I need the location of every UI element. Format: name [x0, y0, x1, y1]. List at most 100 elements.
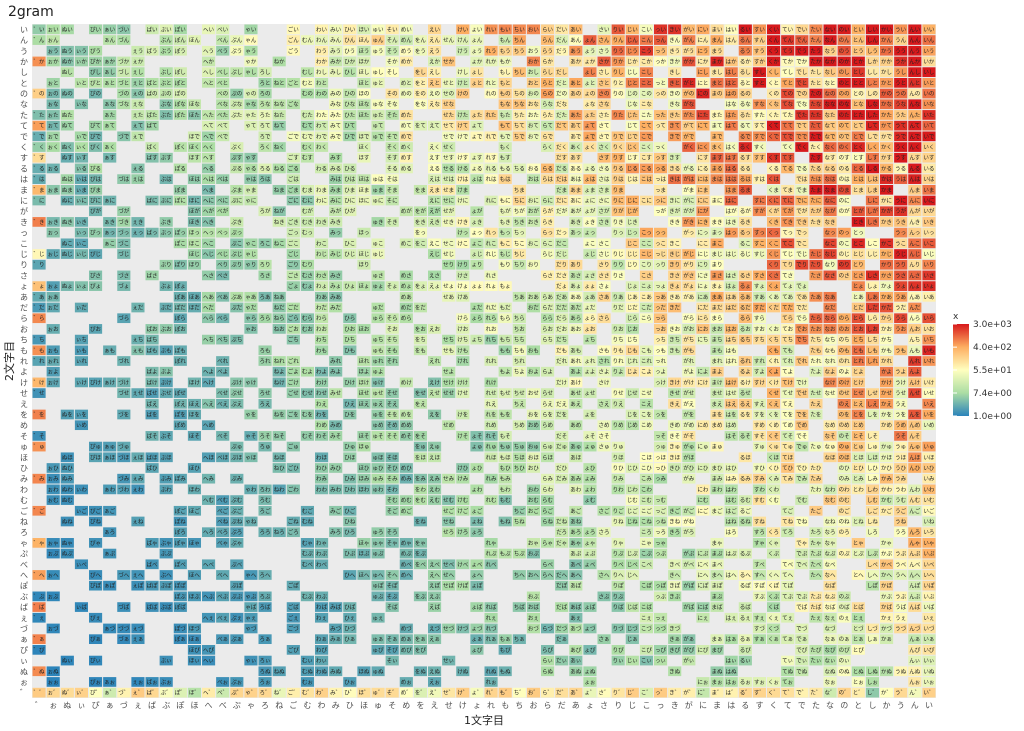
heatmap-cell — [258, 388, 272, 398]
cell-label: せで — [443, 133, 455, 140]
cell-label: でみ — [796, 476, 808, 483]
heatmap-cell — [286, 602, 300, 612]
heatmap-cell — [851, 259, 865, 270]
heatmap-cell — [908, 131, 922, 142]
cell-label: ぶけ — [161, 379, 173, 386]
cell-label: ぷる — [231, 165, 242, 172]
heatmap-cell — [103, 484, 117, 495]
heatmap-cell — [696, 495, 710, 505]
heatmap-cell — [639, 152, 654, 163]
heatmap-cell — [145, 195, 159, 206]
cell-label: ひた — [344, 112, 355, 119]
cell-label: ゃる — [245, 165, 256, 172]
heatmap-cell — [385, 431, 399, 441]
cell-label: をね — [415, 518, 427, 525]
heatmap-cell — [696, 420, 710, 431]
heatmap-cell — [880, 409, 894, 420]
cell-label: おう — [528, 48, 539, 55]
cell-label: いみ — [923, 476, 935, 483]
cell-label: づさ — [118, 271, 129, 279]
heatmap-cell — [738, 35, 752, 45]
heatmap-cell — [823, 377, 837, 388]
heatmap-cell — [202, 238, 216, 249]
heatmap-cell — [851, 184, 865, 195]
cell-label: おり — [528, 262, 539, 269]
cell-label: へし — [203, 69, 214, 76]
cell-label: しわ — [867, 486, 879, 493]
heatmap-cell — [569, 110, 583, 120]
cell-label: うわ — [895, 486, 907, 493]
heatmap-cell — [767, 45, 781, 56]
heatmap-cell — [668, 452, 682, 463]
cell-label: もす — [500, 155, 512, 162]
cell-label: うを — [895, 411, 906, 418]
heatmap-cell — [272, 431, 286, 441]
cell-label: むら — [302, 315, 313, 322]
heatmap-cell — [399, 463, 413, 473]
heatmap-cell — [413, 431, 428, 441]
cell-label: では — [796, 176, 808, 183]
heatmap-cell — [498, 281, 512, 291]
heatmap-cell — [710, 324, 724, 334]
heatmap-cell — [286, 463, 300, 473]
cell-label: ょっ — [471, 231, 482, 237]
heatmap-cell — [470, 77, 484, 88]
cell-label: でか — [796, 58, 808, 65]
heatmap-cell — [569, 345, 583, 356]
heatmap-cell — [173, 313, 187, 324]
cell-label: いえ — [923, 401, 934, 408]
heatmap-cell — [300, 217, 315, 227]
cell-label: じじ — [627, 251, 638, 258]
heatmap-cell — [428, 270, 442, 281]
heatmap-cell — [908, 291, 922, 302]
cell-label: けち — [457, 337, 468, 344]
cell-label: るさ — [740, 272, 751, 279]
cell-label: ばに — [147, 197, 158, 205]
heatmap-cell — [738, 398, 752, 409]
heatmap-cell — [908, 334, 922, 345]
cell-label: まら — [712, 315, 723, 322]
heatmap-cell — [244, 516, 258, 527]
cell-label: うゅ — [895, 444, 906, 451]
heatmap-cell — [908, 174, 922, 184]
heatmap-cell — [329, 35, 343, 45]
cell-label: づせ — [118, 389, 130, 397]
cell-label: ぴで — [90, 133, 102, 140]
cell-label: ぴゃ — [90, 540, 101, 547]
heatmap-cell — [286, 184, 300, 195]
cell-label: づづ — [118, 624, 130, 632]
heatmap-cell — [512, 45, 526, 56]
cell-label: ぽご — [175, 507, 187, 515]
cell-label: みし — [330, 69, 341, 76]
heatmap-cell — [442, 516, 456, 527]
heatmap-cell — [668, 441, 682, 452]
cell-label: ょじ — [471, 251, 482, 258]
cell-label: にへ — [697, 572, 709, 579]
heatmap-cell — [258, 570, 272, 580]
cell-label: がせ — [683, 389, 695, 397]
cell-label: くょ — [768, 284, 779, 290]
heatmap-cell — [315, 163, 329, 174]
heatmap-cell — [371, 377, 385, 388]
cell-label: わわ — [316, 486, 328, 493]
cell-label: んっ — [909, 230, 920, 237]
cell-label: そせ — [387, 390, 399, 397]
heatmap-cell — [541, 24, 555, 35]
heatmap-cell — [89, 163, 103, 174]
cell-label: しが — [867, 207, 879, 215]
heatmap-cell — [385, 388, 399, 398]
heatmap-cell — [752, 580, 767, 591]
cell-label: のお — [839, 326, 851, 333]
cell-label: ちり — [514, 262, 525, 269]
cell-label: いい — [923, 26, 935, 33]
cell-label: ゛せ — [34, 390, 46, 397]
heatmap-cell — [597, 120, 611, 131]
heatmap-cell — [541, 570, 555, 580]
cell-label: りほ — [613, 454, 625, 461]
heatmap-cell — [456, 623, 470, 634]
cell-label: ほだ — [189, 305, 201, 312]
cell-label: たで — [810, 133, 822, 140]
cell-label: じぷ — [627, 551, 639, 558]
cell-label: んさ — [909, 272, 920, 279]
cell-label: へさ — [203, 272, 214, 279]
